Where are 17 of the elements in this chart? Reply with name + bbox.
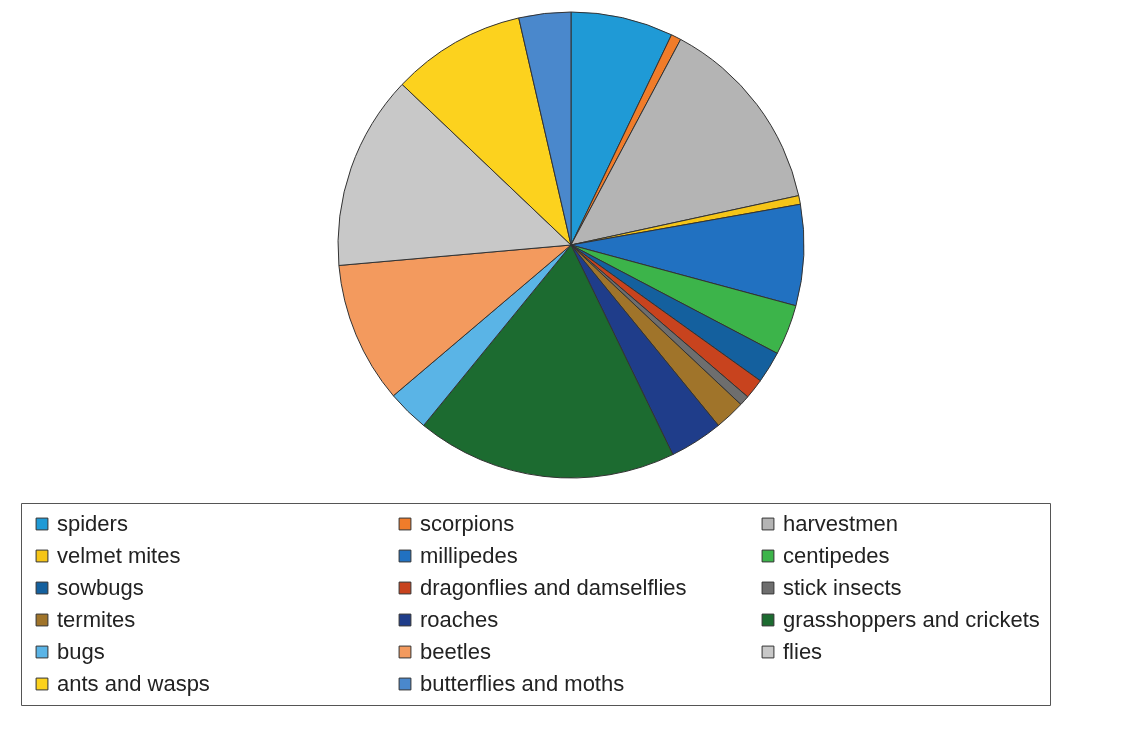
legend-label: beetles — [420, 639, 491, 664]
legend-label: bugs — [57, 639, 105, 664]
legend-label: harvestmen — [783, 511, 898, 536]
legend-label: termites — [57, 607, 136, 632]
legend-label: velmet mites — [57, 543, 181, 568]
legend-label: millipedes — [420, 543, 518, 568]
legend-label: roaches — [420, 607, 499, 632]
legend-label: dragonflies and damselflies — [420, 575, 687, 600]
legend-label: ants and wasps — [57, 671, 210, 696]
legend-label: flies — [783, 639, 823, 664]
legend-label: butterflies and moths — [420, 671, 625, 696]
legend-label: spiders — [57, 511, 128, 536]
legend-label: sowbugs — [57, 575, 144, 600]
legend-label: centipedes — [783, 543, 890, 568]
legend-label: stick insects — [783, 575, 902, 600]
legend-label: scorpions — [420, 511, 515, 536]
legend-label: grasshoppers and crickets — [783, 607, 1040, 632]
